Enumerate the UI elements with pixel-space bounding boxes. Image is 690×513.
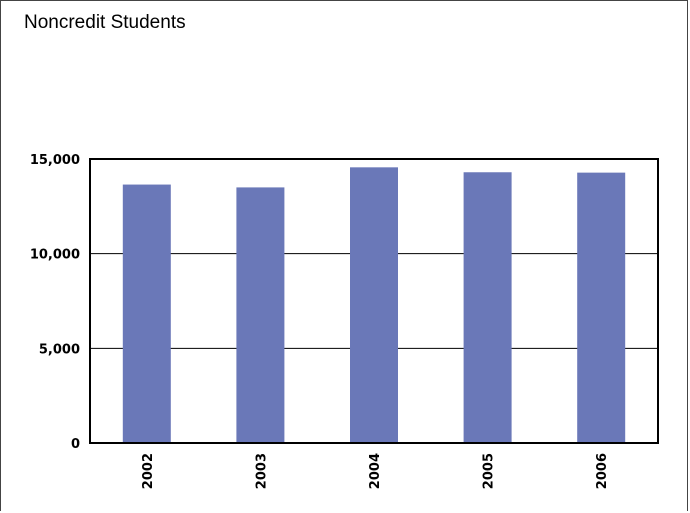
y-tick-label: 5,000 <box>39 342 80 357</box>
y-axis-ticks: 0 5,000 10,000 15,000 <box>30 153 80 452</box>
bar-2004 <box>350 167 398 443</box>
y-tick-label: 15,000 <box>30 153 80 168</box>
x-axis-ticks: 2002 2003 2004 2005 2006 <box>141 453 610 489</box>
plot-area-border <box>89 158 659 444</box>
bar-2005 <box>463 172 512 443</box>
y-tick-label: 10,000 <box>30 248 80 263</box>
y-tick-label: 0 <box>71 437 80 452</box>
bar-2006 <box>577 172 626 443</box>
x-tick-label-2004: 2004 <box>368 453 383 489</box>
x-tick-label-2003: 2003 <box>254 453 269 489</box>
chart-title: Noncredit Students <box>24 12 186 33</box>
bar-2003 <box>236 187 285 443</box>
bar-2002 <box>122 184 171 443</box>
x-tick-label-2002: 2002 <box>141 453 156 489</box>
x-tick-label-2005: 2005 <box>482 453 497 489</box>
x-tick-label-2006: 2006 <box>595 453 610 489</box>
bars <box>122 167 626 443</box>
